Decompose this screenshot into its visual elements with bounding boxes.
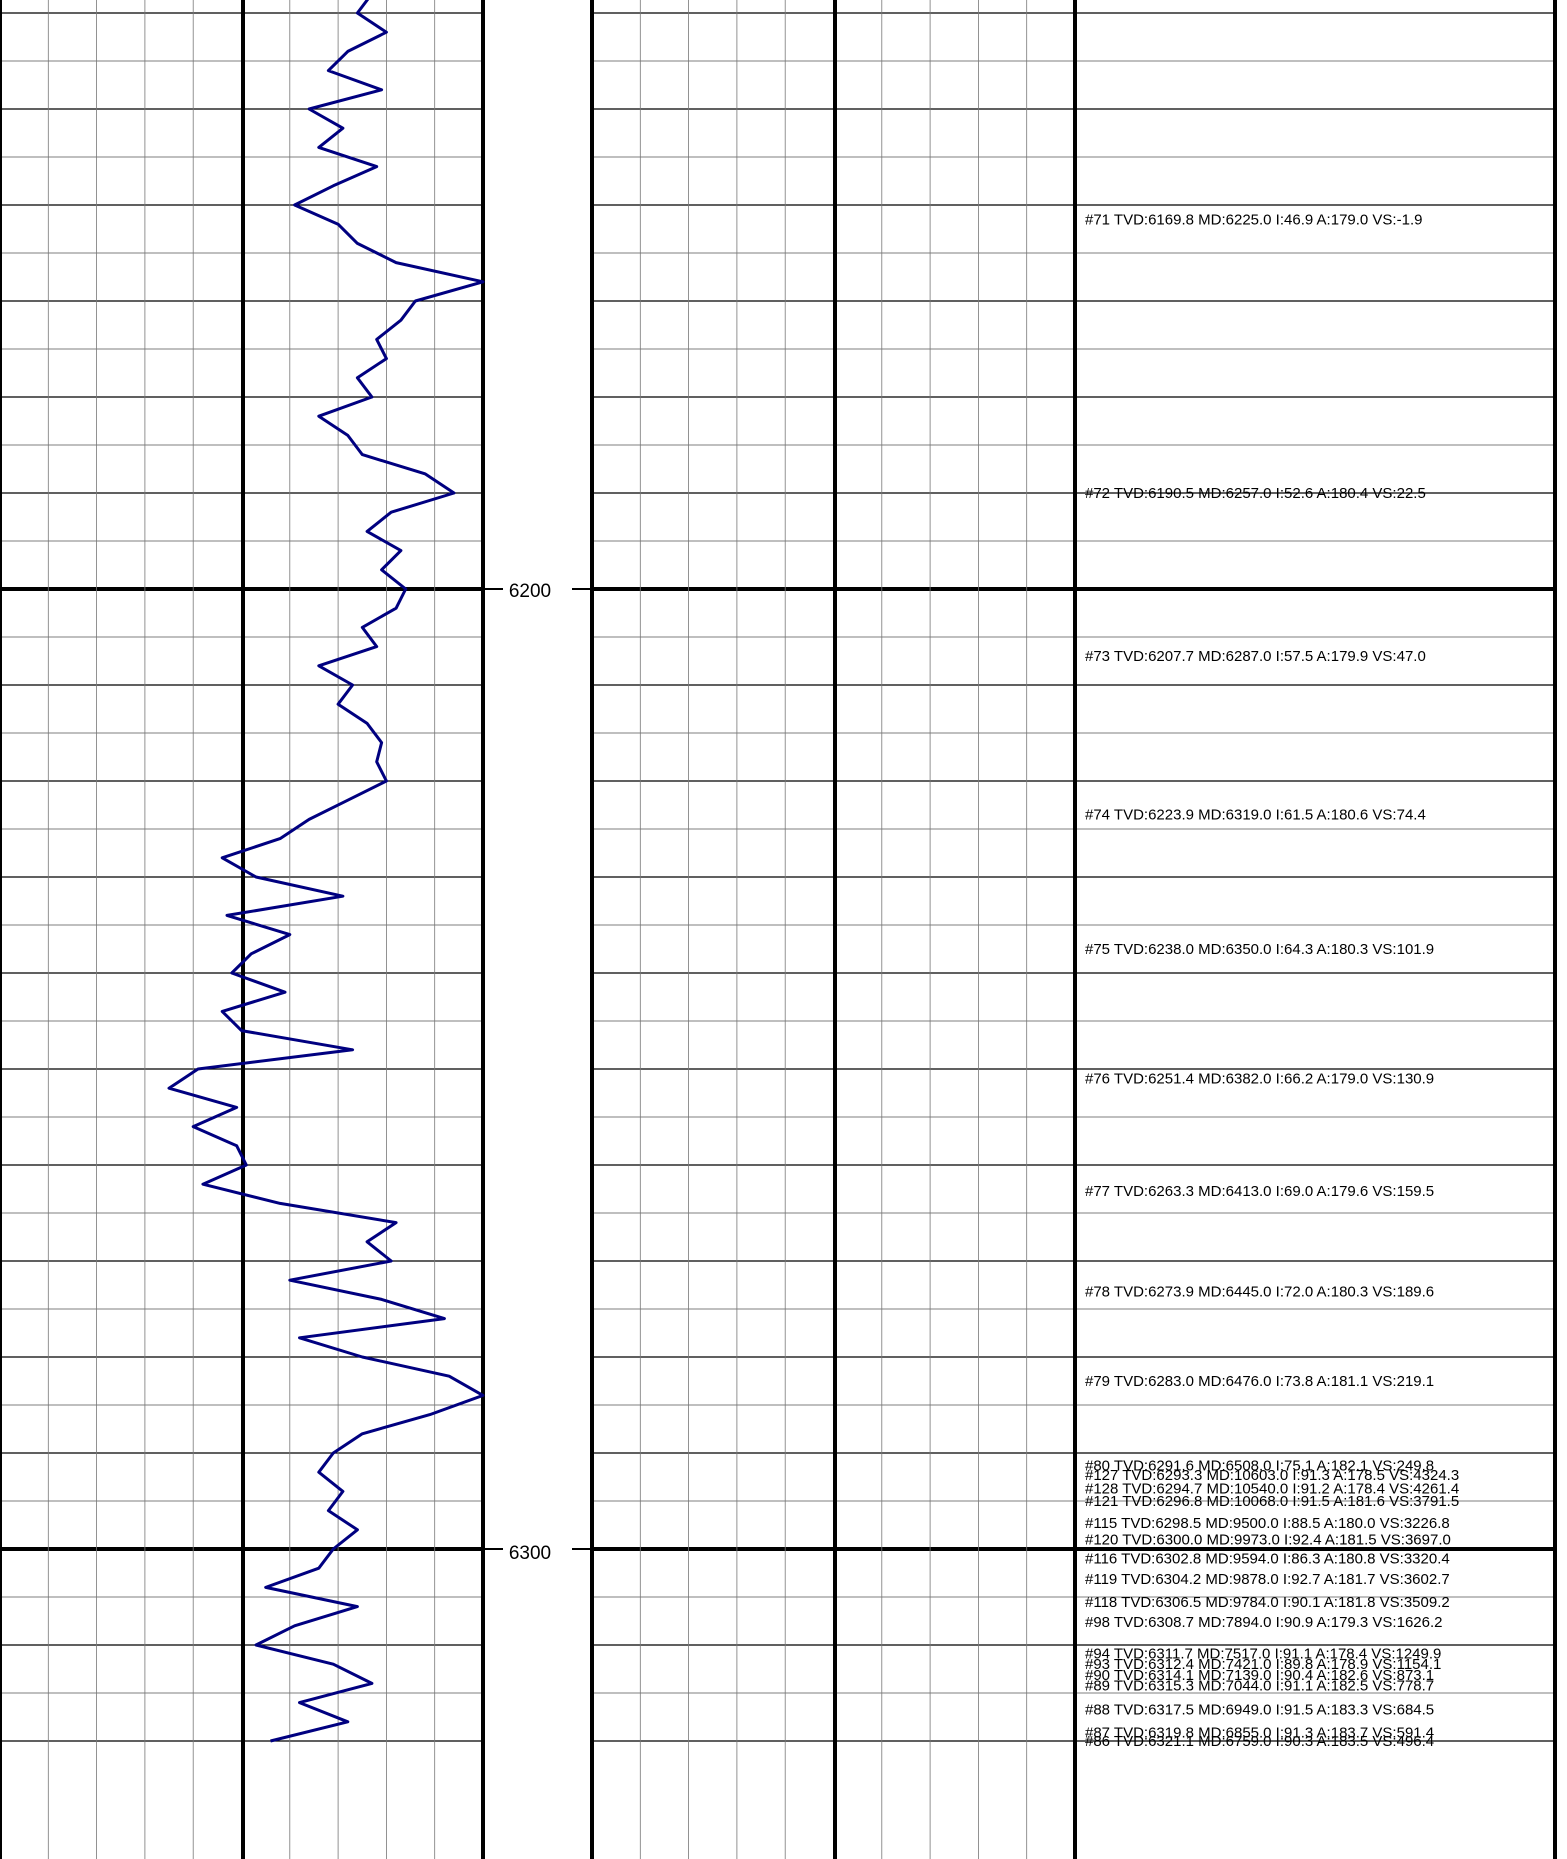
survey-annotation: #89 TVD:6315.3 MD:7044.0 I:91.1 A:182.5 … [1085, 1677, 1434, 1694]
survey-annotation: #98 TVD:6308.7 MD:7894.0 I:90.9 A:179.3 … [1085, 1614, 1442, 1631]
blue-curve [167, 0, 485, 1743]
survey-annotation: #120 TVD:6300.0 MD:9973.0 I:92.4 A:181.5… [1085, 1531, 1451, 1548]
survey-annotation: #80 TVD:6291.6 MD:6508.0 I:75.1 A:182.1 … [1085, 1458, 1434, 1475]
survey-annotation: #128 TVD:6294.7 MD:10540.0 I:91.2 A:178.… [1085, 1481, 1459, 1498]
survey-annotation: #75 TVD:6238.0 MD:6350.0 I:64.3 A:180.3 … [1085, 941, 1434, 958]
depth-tick-label: 6300 [509, 1543, 551, 1564]
survey-annotation: #73 TVD:6207.7 MD:6287.0 I:57.5 A:179.9 … [1085, 648, 1426, 665]
survey-annotation: #94 TVD:6311.7 MD:7517.0 I:91.1 A:178.4 … [1085, 1646, 1441, 1663]
survey-annotation: #76 TVD:6251.4 MD:6382.0 I:66.2 A:179.0 … [1085, 1071, 1434, 1088]
depth-axis: 6200 6300 [509, 581, 551, 1564]
survey-annotation: #118 TVD:6306.5 MD:9784.0 I:90.1 A:181.8… [1085, 1594, 1450, 1611]
survey-annotation: #78 TVD:6273.9 MD:6445.0 I:72.0 A:180.3 … [1085, 1284, 1434, 1301]
survey-annotation: #74 TVD:6223.9 MD:6319.0 I:61.5 A:180.6 … [1085, 807, 1426, 824]
survey-annotation: #115 TVD:6298.5 MD:9500.0 I:88.5 A:180.0… [1085, 1515, 1450, 1532]
survey-annotations: #70 TVD:6147.6 MD:6194.0 I:41.4 A:176.0 … [1085, 211, 1459, 1750]
survey-annotation: #116 TVD:6302.8 MD:9594.0 I:86.3 A:180.8… [1085, 1551, 1450, 1568]
survey-annotation: #77 TVD:6263.3 MD:6413.0 I:69.0 A:179.6 … [1085, 1183, 1434, 1200]
survey-annotation: #87 TVD:6319.8 MD:6855.0 I:91.3 A:183.7 … [1085, 1724, 1434, 1741]
curves [167, 0, 485, 1743]
survey-annotation: #93 TVD:6312.4 MD:7421.0 I:89.8 A:178.9 … [1085, 1656, 1441, 1673]
survey-annotation: #88 TVD:6317.5 MD:6949.0 I:91.5 A:183.3 … [1085, 1701, 1434, 1718]
survey-annotation: #71 TVD:6169.8 MD:6225.0 I:46.9 A:179.0 … [1085, 211, 1422, 228]
depth-tick-label: 6200 [509, 581, 551, 602]
survey-annotation: #79 TVD:6283.0 MD:6476.0 I:73.8 A:181.1 … [1085, 1373, 1434, 1390]
survey-annotation: #127 TVD:6293.3 MD:10603.0 I:91.3 A:178.… [1085, 1467, 1459, 1484]
survey-annotation: #119 TVD:6304.2 MD:9878.0 I:92.7 A:181.7… [1085, 1571, 1450, 1588]
survey-annotation: #90 TVD:6314.1 MD:7139.0 I:90.4 A:182.6 … [1085, 1667, 1434, 1684]
survey-annotation: #121 TVD:6296.8 MD:10068.0 I:91.5 A:181.… [1085, 1493, 1459, 1510]
survey-annotation: #86 TVD:6321.1 MD:6759.0 I:90.3 A:183.5 … [1085, 1733, 1434, 1750]
survey-annotation: #72 TVD:6190.5 MD:6257.0 I:52.6 A:180.4 … [1085, 485, 1426, 502]
